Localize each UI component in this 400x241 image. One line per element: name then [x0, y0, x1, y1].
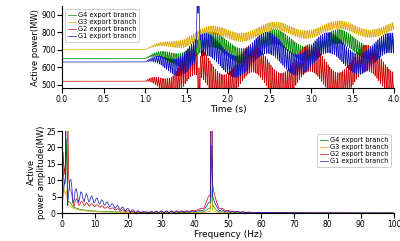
G3 export branch: [288, 212, 292, 214]
Line: G2 export branch: G2 export branch: [62, 0, 394, 213]
G3 export branch: [126, 48, 130, 51]
G2 export branch: [368, 212, 373, 214]
G1 export branch: [368, 211, 373, 214]
G4 export branch: [227, 52, 232, 55]
G3 export branch: [106, 48, 111, 51]
G3 export branch: [201, 33, 206, 36]
Y-axis label: Active
power amplitude(MW): Active power amplitude(MW): [27, 126, 46, 219]
G3 export branch: [61, 174, 66, 177]
G1 export branch: [60, 60, 64, 63]
Line: G3 export branch: G3 export branch: [62, 176, 394, 213]
G2 export branch: [201, 71, 206, 74]
G3 export branch: [341, 212, 346, 214]
G4 export branch: [337, 28, 342, 31]
Line: G1 export branch: G1 export branch: [62, 29, 394, 213]
G3 export branch: [60, 212, 64, 215]
G3 export branch: [226, 34, 231, 37]
G2 export branch: [392, 212, 396, 214]
G4 export branch: [368, 212, 373, 214]
G3 export branch: [194, 211, 199, 214]
G4 export branch: [64, 137, 69, 140]
G1 export branch: [288, 211, 292, 214]
G2 export branch: [322, 212, 327, 214]
G3 export branch: [322, 212, 327, 214]
X-axis label: Time (s): Time (s): [210, 105, 246, 114]
G3 export branch: [337, 20, 342, 22]
G4 export branch: [106, 57, 111, 60]
Line: G4 export branch: G4 export branch: [62, 139, 394, 213]
G4 export branch: [392, 38, 396, 40]
G2 export branch: [250, 43, 255, 46]
G4 export branch: [322, 212, 327, 214]
G1 export branch: [392, 42, 396, 45]
G2 export branch: [204, 199, 209, 201]
G1 export branch: [322, 211, 327, 214]
G4 export branch: [179, 65, 184, 68]
G4 export branch: [201, 47, 206, 50]
G4 export branch: [126, 57, 130, 60]
Line: G2 export branch: G2 export branch: [62, 44, 394, 103]
G2 export branch: [227, 92, 232, 95]
G2 export branch: [288, 211, 292, 214]
G3 export branch: [368, 212, 373, 214]
G2 export branch: [222, 102, 226, 105]
X-axis label: Frequency (Hz): Frequency (Hz): [194, 230, 262, 239]
G2 export branch: [341, 212, 346, 214]
G1 export branch: [232, 76, 237, 79]
G4 export branch: [341, 212, 346, 214]
G4 export branch: [194, 211, 199, 214]
G3 export branch: [204, 31, 209, 34]
G2 export branch: [60, 80, 64, 83]
G3 export branch: [286, 26, 290, 29]
G1 export branch: [392, 212, 396, 214]
G4 export branch: [60, 57, 64, 60]
G3 export branch: [206, 210, 210, 213]
G1 export branch: [106, 60, 111, 63]
G1 export branch: [60, 212, 64, 215]
Line: G3 export branch: G3 export branch: [62, 21, 394, 50]
G3 export branch: [60, 48, 64, 51]
G1 export branch: [206, 202, 210, 205]
G2 export branch: [126, 80, 130, 83]
G1 export branch: [286, 61, 290, 64]
G4 export branch: [205, 44, 210, 47]
G4 export branch: [206, 207, 210, 210]
G4 export branch: [392, 212, 396, 214]
G1 export branch: [194, 210, 199, 213]
G3 export branch: [392, 24, 396, 27]
G2 export branch: [392, 84, 396, 87]
Legend: G4 export branch, G3 export branch, G2 export branch, G1 export branch: G4 export branch, G3 export branch, G2 e…: [65, 9, 139, 42]
G1 export branch: [201, 52, 206, 54]
G1 export branch: [341, 212, 346, 214]
Legend: G4 export branch, G3 export branch, G2 export branch, G1 export branch: G4 export branch, G3 export branch, G2 e…: [317, 134, 391, 167]
G4 export branch: [286, 41, 290, 44]
Line: G1 export branch: G1 export branch: [62, 0, 394, 77]
G1 export branch: [126, 60, 130, 63]
G3 export branch: [392, 212, 396, 214]
G1 export branch: [227, 68, 232, 71]
Line: G4 export branch: G4 export branch: [62, 29, 394, 67]
G4 export branch: [288, 212, 292, 214]
G1 export branch: [205, 50, 210, 53]
Y-axis label: Active power(MW): Active power(MW): [31, 9, 40, 86]
G2 export branch: [194, 209, 198, 212]
G2 export branch: [106, 80, 111, 83]
G2 export branch: [286, 85, 290, 87]
G2 export branch: [204, 75, 209, 78]
G4 export branch: [60, 212, 64, 215]
G2 export branch: [60, 212, 64, 215]
G1 export branch: [64, 28, 69, 31]
